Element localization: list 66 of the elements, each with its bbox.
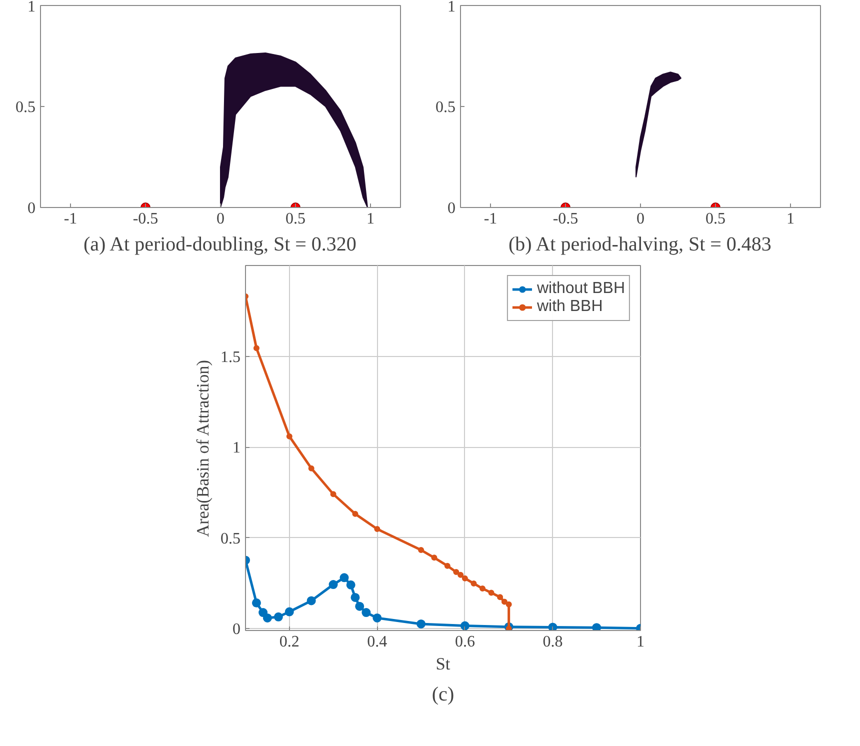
x-tick-label: -0.5 <box>552 210 578 228</box>
point <box>374 526 380 532</box>
y-tick-label: 1 <box>448 0 456 16</box>
point <box>506 601 512 608</box>
x-tick-label: 0.2 <box>279 634 300 650</box>
legend-label: with BBH <box>536 298 603 316</box>
y-tick-label: 0.5 <box>220 530 240 548</box>
x-tick-label: -1 <box>64 210 78 228</box>
point <box>262 613 272 622</box>
point <box>286 433 292 440</box>
point <box>328 580 338 590</box>
x-tick-label: 0.4 <box>367 634 388 650</box>
point <box>458 572 464 578</box>
point <box>462 575 468 582</box>
x-tick-label: 0.8 <box>542 634 563 650</box>
x-tick-label: 1 <box>366 210 374 228</box>
point <box>350 592 360 602</box>
text: (a) At period-doubling, St = 0.320 <box>83 234 356 256</box>
point <box>470 580 477 586</box>
text: (c) <box>432 684 454 706</box>
point <box>308 465 314 472</box>
point <box>592 623 602 630</box>
point <box>274 612 283 622</box>
point <box>488 590 494 596</box>
x-tick-label: 0.5 <box>286 210 306 228</box>
y-tick-label: 0.5 <box>16 99 36 116</box>
point <box>501 598 508 605</box>
x-tick-label: 0.5 <box>706 210 726 228</box>
y-tick-label: 1 <box>232 440 240 457</box>
point <box>362 608 371 618</box>
y-tick-label: 1 <box>28 0 36 16</box>
point <box>480 586 486 592</box>
y-tick-label: 0 <box>232 621 240 638</box>
x-tick-label: 1 <box>636 634 644 650</box>
point <box>284 607 294 616</box>
text: (b) At period-halving, St = 0.483 <box>508 234 772 256</box>
point <box>460 621 470 630</box>
point <box>548 622 558 630</box>
point <box>372 613 382 622</box>
point <box>306 596 316 606</box>
point <box>431 554 438 561</box>
point <box>453 569 460 576</box>
point <box>416 619 426 628</box>
y-tick-label: 0 <box>448 200 456 217</box>
point <box>506 626 512 630</box>
x-tick-label: 1 <box>786 210 794 228</box>
point <box>252 598 261 608</box>
point <box>497 594 504 600</box>
point <box>352 510 358 517</box>
x-tick-label: -1 <box>484 210 498 228</box>
x-axis-title: St <box>436 654 450 674</box>
point <box>330 491 336 498</box>
point <box>418 547 424 554</box>
x-tick-label: -0.5 <box>132 210 158 228</box>
point <box>253 345 260 352</box>
y-tick-label: 0.5 <box>436 99 456 116</box>
y-tick-label: 0 <box>28 200 36 217</box>
legend-label: without BBH <box>536 280 625 298</box>
x-tick-label: 0.6 <box>454 634 475 650</box>
x-tick-label: 0 <box>636 210 644 228</box>
point <box>355 602 364 611</box>
y-axis-title: Area(Basin of Attraction) <box>194 360 212 538</box>
point <box>444 562 450 569</box>
point <box>340 573 349 582</box>
y-tick-label: 1.5 <box>220 348 240 366</box>
point <box>346 580 356 590</box>
